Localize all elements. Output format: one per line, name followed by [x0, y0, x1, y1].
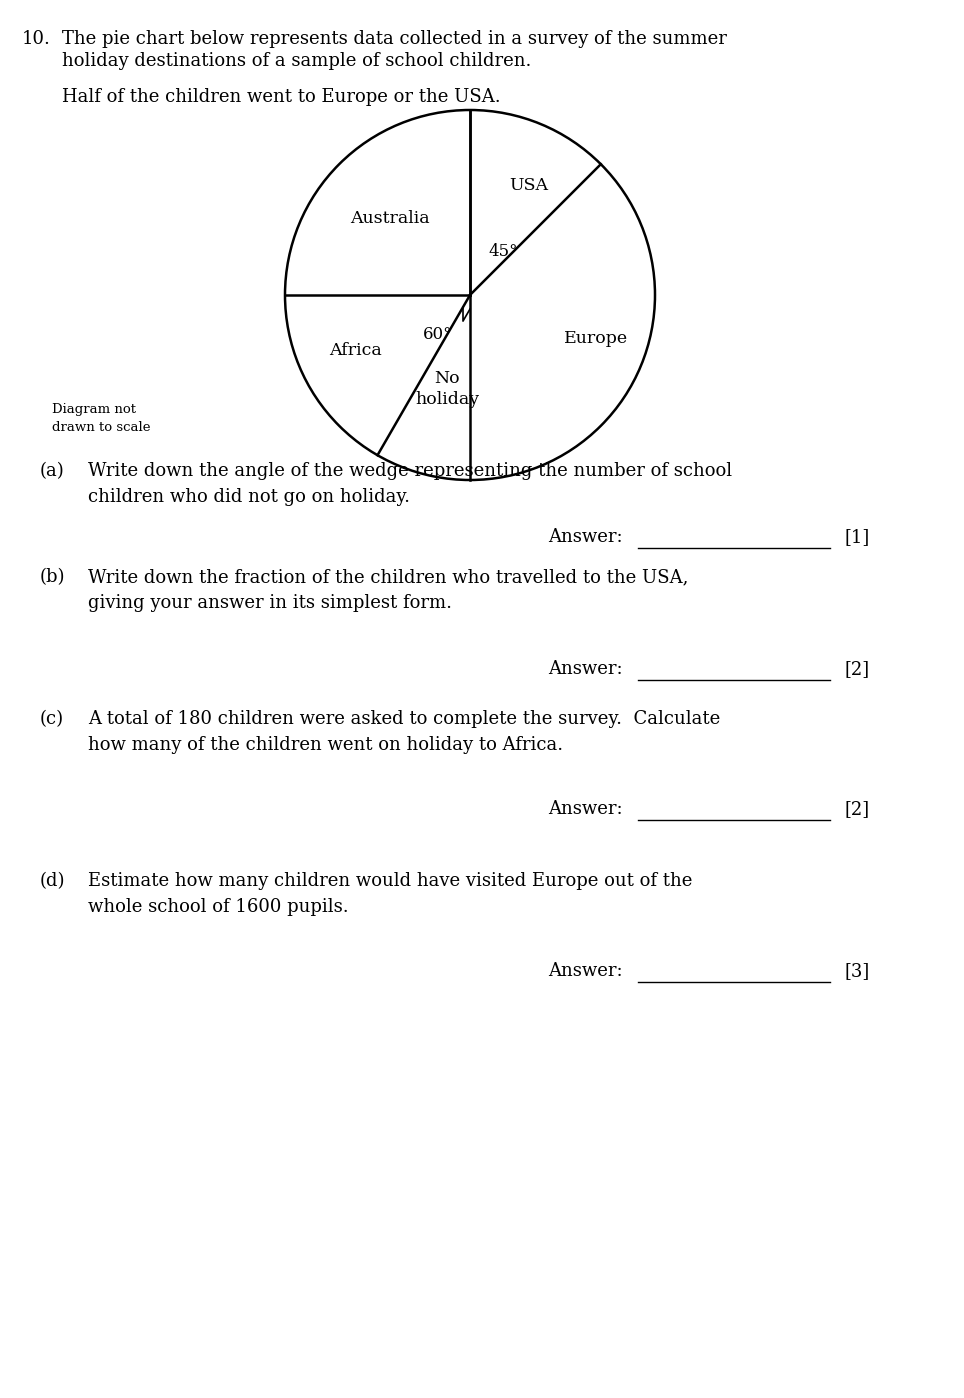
Text: (b): (b): [40, 568, 66, 586]
Text: The pie chart below represents data collected in a survey of the summer: The pie chart below represents data coll…: [62, 29, 727, 48]
Text: A total of 180 children were asked to complete the survey.  Calculate
how many o: A total of 180 children were asked to co…: [88, 710, 720, 754]
Text: Africa: Africa: [330, 343, 383, 359]
Text: 60°: 60°: [422, 326, 452, 343]
Text: Write down the fraction of the children who travelled to the USA,
giving your an: Write down the fraction of the children …: [88, 568, 688, 612]
Text: [2]: [2]: [845, 800, 870, 818]
Text: holiday destinations of a sample of school children.: holiday destinations of a sample of scho…: [62, 52, 531, 70]
Text: Write down the angle of the wedge representing the number of school
children who: Write down the angle of the wedge repres…: [88, 461, 732, 506]
Text: USA: USA: [510, 178, 549, 194]
Text: Answer:: Answer:: [548, 528, 623, 547]
Circle shape: [285, 110, 655, 480]
Text: Diagram not
drawn to scale: Diagram not drawn to scale: [52, 403, 150, 433]
Text: (a): (a): [40, 461, 65, 480]
Text: 45°: 45°: [489, 243, 518, 260]
Text: Europe: Europe: [564, 330, 628, 347]
Text: 10.: 10.: [22, 29, 51, 48]
Text: (c): (c): [40, 710, 65, 728]
Text: Answer:: Answer:: [548, 962, 623, 980]
Text: Answer:: Answer:: [548, 660, 623, 678]
Text: Half of the children went to Europe or the USA.: Half of the children went to Europe or t…: [62, 88, 500, 106]
Text: No
holiday: No holiday: [415, 370, 479, 408]
Text: [3]: [3]: [845, 962, 870, 980]
Text: Estimate how many children would have visited Europe out of the
whole school of : Estimate how many children would have vi…: [88, 872, 692, 916]
Text: Answer:: Answer:: [548, 800, 623, 818]
Text: Australia: Australia: [350, 211, 430, 228]
Text: [1]: [1]: [845, 528, 870, 547]
Text: (d): (d): [40, 872, 66, 891]
Text: [2]: [2]: [845, 660, 870, 678]
